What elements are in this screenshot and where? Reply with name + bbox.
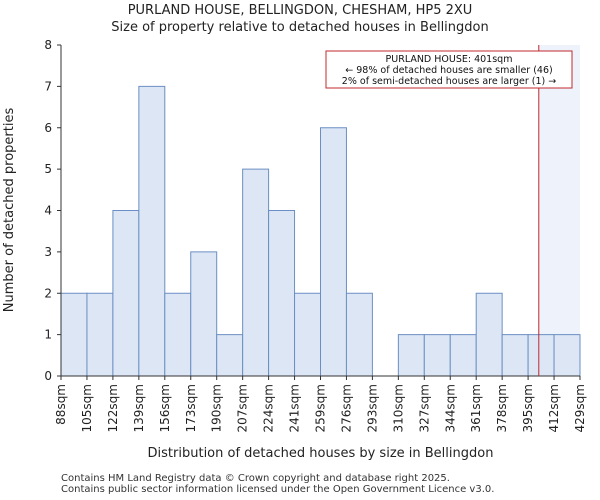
x-tick-label: 207sqm	[236, 384, 250, 432]
x-tick-label: 276sqm	[339, 384, 353, 432]
y-axis-label: Number of detached properties	[2, 108, 17, 313]
x-tick-label: 105sqm	[80, 384, 94, 432]
histogram-bar	[138, 85, 166, 377]
annotation-text-line: 2% of semi-detached houses are larger (1…	[342, 76, 556, 87]
x-tick-label: 429sqm	[573, 384, 587, 432]
chart-title: PURLAND HOUSE, BELLINGDON, CHESHAM, HP5 …	[127, 3, 473, 18]
histogram-bar	[501, 334, 529, 377]
y-tick-label: 6	[44, 121, 52, 135]
histogram-bar	[320, 127, 347, 377]
x-tick-label: 156sqm	[158, 384, 172, 432]
footer-licence: Contains public sector information licen…	[61, 484, 495, 495]
y-tick-label: 1	[44, 328, 52, 342]
annotation-box	[325, 50, 573, 89]
histogram-bar	[397, 334, 425, 377]
y-tick-label: 7	[44, 79, 52, 93]
histogram-bar	[475, 292, 503, 377]
x-tick-label: 241sqm	[288, 384, 302, 432]
x-tick-label: 344sqm	[443, 384, 457, 432]
histogram-bar	[216, 334, 244, 377]
histogram-bar	[86, 292, 114, 377]
x-tick-label: 327sqm	[417, 384, 431, 432]
histogram-bar	[164, 292, 192, 377]
y-tick-label: 8	[44, 38, 52, 52]
footer-copyright: Contains HM Land Registry data © Crown c…	[61, 473, 450, 484]
x-tick-label: 259sqm	[314, 384, 328, 432]
y-tick-label: 5	[44, 162, 52, 176]
histogram-bar	[294, 292, 321, 377]
x-tick-label: 361sqm	[469, 384, 483, 432]
y-tick-label: 4	[44, 204, 52, 218]
x-tick-label: 412sqm	[547, 384, 561, 432]
x-tick-label: 395sqm	[521, 384, 535, 432]
x-tick-label: 88sqm	[54, 384, 68, 425]
y-tick-label: 3	[44, 245, 52, 259]
x-tick-label: 310sqm	[391, 384, 405, 432]
histogram-bar	[242, 168, 270, 377]
chart-subtitle: Size of property relative to detached ho…	[111, 20, 489, 35]
histogram-bar	[423, 334, 451, 377]
histogram-bar	[345, 292, 373, 377]
y-tick-label: 0	[44, 369, 52, 383]
annotation-text-line: ← 98% of detached houses are smaller (46…	[345, 65, 552, 76]
histogram-bar	[449, 334, 477, 377]
histogram-bar	[190, 251, 218, 377]
x-axis-label: Distribution of detached houses by size …	[148, 446, 494, 461]
histogram-bar	[527, 334, 555, 377]
histogram-bar	[60, 292, 88, 377]
x-tick-label: 139sqm	[132, 384, 146, 432]
y-tick-label: 2	[44, 286, 52, 300]
histogram-chart: 0 1 2 3 4 5 6 7 8 88sqm 105sqm 122sqm 139sqm 156sqm 17…	[2, 38, 587, 461]
x-tick-label: 224sqm	[262, 384, 276, 432]
x-tick-label: 173sqm	[184, 384, 198, 432]
x-tick-label: 378sqm	[495, 384, 509, 432]
histogram-bar	[112, 210, 140, 377]
marker-shade-region	[538, 45, 580, 376]
histogram-bar	[268, 210, 296, 377]
annotation-text-line: PURLAND HOUSE: 401sqm	[386, 54, 513, 65]
histogram-bar	[553, 334, 581, 377]
x-tick-label: 190sqm	[210, 384, 224, 432]
x-tick-label: 293sqm	[365, 384, 379, 432]
x-tick-label: 122sqm	[106, 384, 120, 432]
